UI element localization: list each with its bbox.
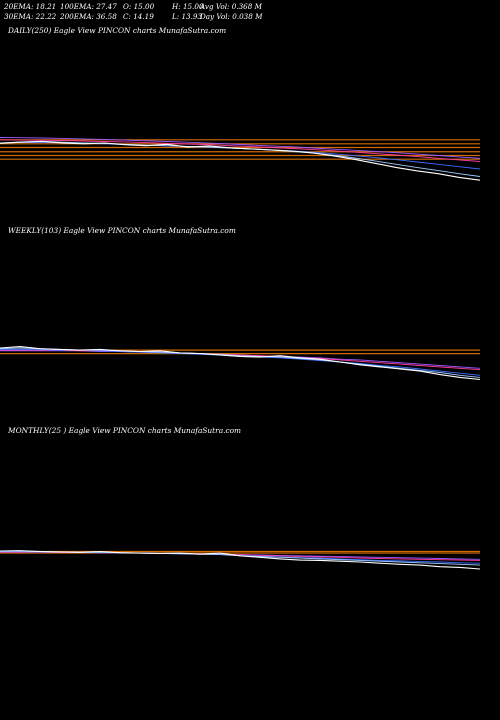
ema20-stat: 20EMA: 18.21 bbox=[4, 2, 57, 11]
avg-volume-stat: Avg Vol: 0.368 M bbox=[200, 2, 262, 11]
weekly-series-line bbox=[0, 347, 481, 378]
daily-series-line bbox=[0, 140, 481, 181]
monthly-panel-label: MONTHLY(25 ) Eagle View PINCON charts Mu… bbox=[8, 426, 242, 435]
high-stat: H: 15.00 bbox=[172, 2, 204, 11]
day-volume-stat: Day Vol: 0.038 M bbox=[200, 12, 263, 21]
ema30-stat: 30EMA: 22.22 bbox=[4, 12, 57, 21]
open-stat: O: 15.00 bbox=[123, 2, 155, 11]
close-stat: C: 14.19 bbox=[123, 12, 154, 21]
daily-panel-label: DAILY(250) Eagle View PINCON charts Muna… bbox=[8, 26, 227, 35]
daily-series-line bbox=[0, 139, 481, 162]
monthly-series-line bbox=[0, 550, 481, 570]
weekly-series-line bbox=[0, 346, 481, 381]
weekly-series-line bbox=[0, 349, 481, 371]
daily-series-line bbox=[0, 137, 481, 159]
ema100-stat: 100EMA: 27.47 bbox=[60, 2, 117, 11]
low-stat: L: 13.93 bbox=[172, 12, 203, 21]
weekly-panel-label: WEEKLY(103) Eagle View PINCON charts Mun… bbox=[8, 226, 236, 235]
ema200-stat: 200EMA: 36.58 bbox=[60, 12, 117, 21]
